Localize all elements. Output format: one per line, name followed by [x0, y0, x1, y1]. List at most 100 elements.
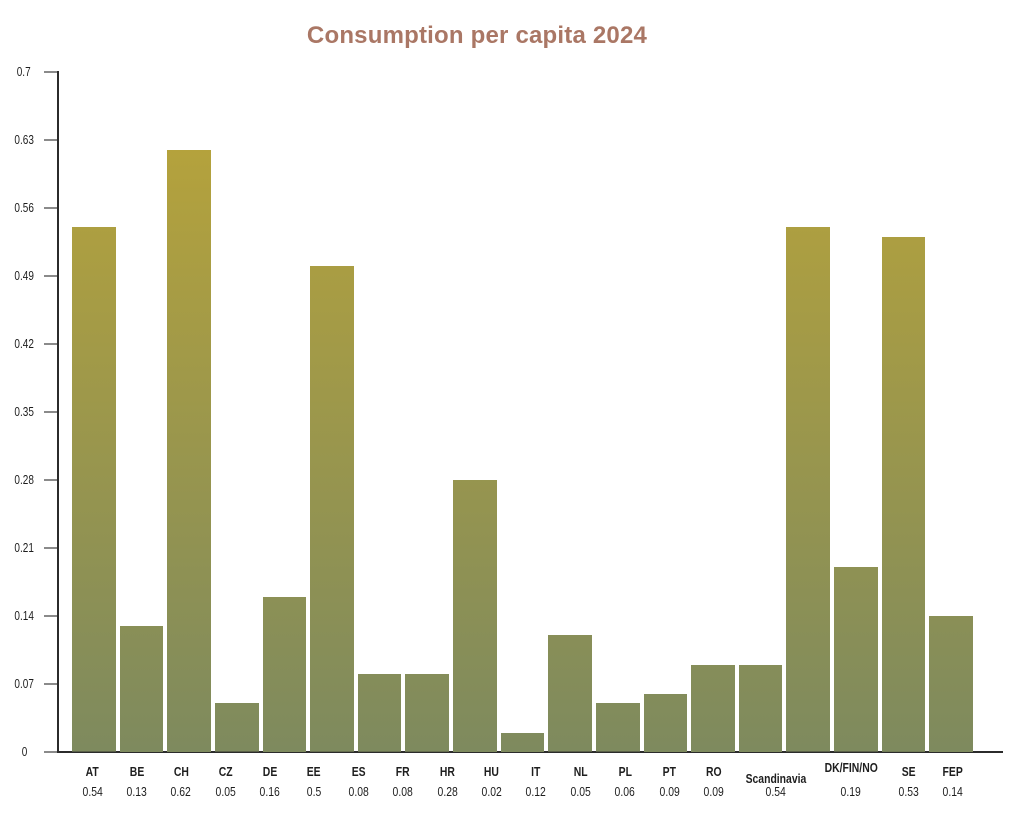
ytick-label-text: 0 [21, 745, 27, 759]
ytick-label: 0 [0, 744, 48, 760]
bar-ee [310, 266, 354, 752]
ytick-mark [44, 479, 57, 481]
ytick-label: 0.35 [0, 404, 48, 420]
ytick-mark [44, 207, 57, 209]
category-value: 0.05 [570, 784, 591, 799]
category-value: 0.53 [898, 784, 919, 799]
x-label-se: SE 0.53 [888, 765, 928, 798]
ytick-mark [44, 751, 57, 753]
category-code: FEP [942, 764, 963, 779]
ytick-mark [44, 343, 57, 345]
category-value: 0.13 [126, 784, 147, 799]
bar-fr [405, 674, 449, 752]
y-axis-line [57, 71, 59, 752]
ytick-label-text: 0.42 [14, 337, 34, 351]
ytick-label-text: 0.07 [14, 677, 34, 691]
bar-be [119, 625, 164, 752]
bar-series [72, 72, 973, 752]
ytick-label-text: 0.49 [14, 269, 34, 283]
bar-fep [929, 616, 973, 752]
category-code: CH [173, 764, 189, 779]
ytick-label: 0.07 [0, 676, 48, 692]
category-value: 0.09 [659, 784, 680, 799]
bar-scandinavia [786, 227, 830, 752]
category-code: Scandinavia [745, 771, 807, 786]
ytick-label: 0.14 [0, 608, 48, 624]
x-label-pl: PL 0.06 [605, 765, 645, 798]
ytick-label: 0.7 [0, 64, 48, 80]
x-label-es: ES 0.08 [338, 765, 378, 798]
bar-pl [643, 693, 688, 752]
category-code: HR [439, 764, 455, 779]
category-code: HU [484, 764, 500, 779]
ytick-label-text: 0.28 [14, 473, 34, 487]
ytick-label-text: 0.63 [14, 133, 34, 147]
bar-ch [167, 149, 211, 752]
ytick-mark [44, 411, 57, 413]
x-label-hu: HU 0.02 [472, 765, 512, 798]
category-code: BE [129, 764, 144, 779]
ytick-label-text: 0.35 [14, 405, 34, 419]
ytick-mark [44, 615, 57, 617]
ytick-label: 0.49 [0, 268, 48, 284]
x-label-ch: CH 0.62 [161, 765, 201, 798]
x-label-cz: CZ 0.05 [205, 765, 245, 798]
x-label-be: BE 0.13 [116, 765, 156, 798]
x-label-ee: EE 0.5 [294, 765, 334, 798]
category-code: ES [351, 764, 366, 779]
chart-title: Consumption per capita 2024 [306, 22, 648, 49]
ytick-label: 0.28 [0, 472, 48, 488]
category-value: 0.54 [82, 784, 103, 799]
x-label-nl: NL 0.05 [560, 765, 600, 798]
x-axis-labels: AT 0.54 BE 0.13 CH 0.62 CZ 0.05 DE 0.16 EE 0.5 ES 0.0… [72, 761, 973, 799]
x-axis-line [47, 751, 1003, 753]
bar-it [548, 635, 592, 752]
category-code: SE [901, 764, 916, 779]
x-label-dk-fin-no: DK/FIN/NO 0.19 [818, 761, 884, 798]
ytick-mark [44, 139, 57, 141]
category-code: RO [705, 764, 722, 779]
bar-de [262, 596, 307, 752]
ytick-label: 0.42 [0, 336, 48, 352]
category-code: DK/FIN/NO [824, 760, 878, 775]
category-value: 0.08 [348, 784, 369, 799]
x-label-de: DE 0.16 [250, 765, 290, 798]
x-label-it: IT 0.12 [516, 765, 556, 798]
ytick-label-text: 0.14 [14, 609, 34, 623]
bar-nl [595, 703, 640, 752]
ytick-label: 0.21 [0, 540, 48, 556]
category-value: 0.54 [765, 784, 786, 799]
bar-se [881, 237, 926, 752]
category-value: 0.14 [942, 784, 963, 799]
ytick-mark [44, 71, 57, 73]
ytick-mark [44, 275, 57, 277]
ytick-mark [44, 547, 57, 549]
ytick-label-text: 0.21 [14, 541, 34, 555]
category-value: 0.08 [392, 784, 414, 799]
bar-cz [214, 703, 259, 752]
bar-ro [738, 664, 783, 752]
bar-at [72, 227, 116, 752]
category-code: AT [85, 764, 99, 779]
ytick-label-text: 0.7 [17, 65, 31, 79]
x-label-scandinavia: Scandinavia 0.54 [738, 765, 814, 798]
bar-hr [453, 480, 497, 752]
x-label-hr: HR 0.28 [427, 765, 467, 798]
category-value: 0.09 [703, 784, 724, 799]
x-label-fr: FR 0.08 [383, 765, 423, 798]
category-value: 0.02 [481, 784, 502, 799]
ytick-label-text: 0.56 [14, 201, 34, 215]
bar-pt [691, 664, 735, 752]
category-code: CZ [218, 764, 233, 779]
x-label-fep: FEP 0.14 [933, 765, 973, 798]
bar-hu [500, 732, 545, 752]
category-value: 0.05 [215, 784, 236, 799]
bar-dk-fin-no [834, 567, 878, 752]
category-value: 0.5 [306, 784, 322, 799]
category-code: PT [662, 764, 676, 779]
ytick-mark [44, 683, 57, 685]
category-code: FR [395, 764, 410, 779]
category-code: NL [573, 764, 588, 779]
category-code: DE [262, 764, 277, 779]
